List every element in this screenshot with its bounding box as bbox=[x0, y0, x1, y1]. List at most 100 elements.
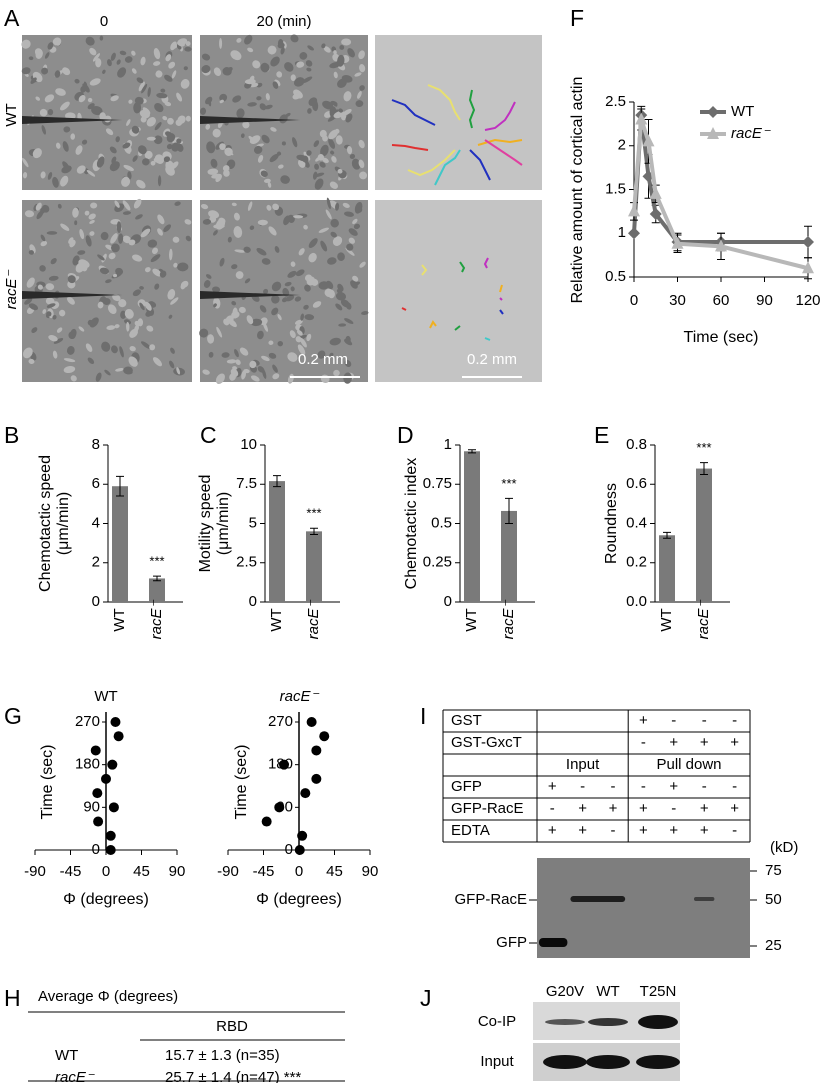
error-bar bbox=[505, 497, 513, 524]
cell bbox=[267, 45, 277, 55]
cell bbox=[48, 275, 59, 281]
cell bbox=[322, 157, 329, 164]
cell bbox=[272, 81, 279, 89]
cell bbox=[342, 202, 350, 208]
cell bbox=[263, 288, 269, 295]
y-axis-label: Time (sec) bbox=[233, 745, 250, 820]
annotation: *** bbox=[501, 476, 516, 491]
time-label: 20 (min) bbox=[256, 13, 311, 30]
cell bbox=[359, 261, 366, 268]
row-label: WT bbox=[3, 103, 20, 126]
cell bbox=[257, 330, 264, 340]
cell bbox=[47, 172, 53, 180]
cell bbox=[169, 248, 173, 261]
cell bbox=[207, 168, 219, 175]
cell bbox=[290, 261, 296, 267]
cell bbox=[292, 93, 301, 100]
x-tick-label: 0 bbox=[295, 863, 303, 880]
cell-track bbox=[429, 320, 437, 329]
marker bbox=[649, 186, 662, 199]
cell bbox=[124, 147, 131, 154]
cell bbox=[303, 224, 308, 230]
cell: + bbox=[548, 778, 557, 795]
cell bbox=[250, 375, 260, 382]
cell bbox=[122, 200, 131, 211]
cell bbox=[261, 134, 270, 144]
bar bbox=[112, 486, 128, 602]
cell bbox=[147, 87, 151, 97]
cell bbox=[133, 102, 142, 114]
error-bar bbox=[153, 575, 161, 582]
table-header: RBD bbox=[216, 1018, 248, 1035]
cell bbox=[63, 358, 76, 363]
cell bbox=[54, 70, 61, 78]
cell bbox=[266, 204, 272, 211]
cell bbox=[290, 74, 296, 81]
cell bbox=[284, 112, 291, 118]
cell bbox=[70, 133, 76, 140]
cell bbox=[235, 271, 244, 279]
cell bbox=[152, 357, 162, 367]
cell bbox=[332, 236, 343, 246]
cell bbox=[184, 46, 192, 52]
cell bbox=[259, 103, 267, 111]
cell bbox=[165, 54, 172, 62]
cell bbox=[337, 168, 343, 174]
cell bbox=[141, 341, 151, 349]
cell bbox=[116, 59, 121, 65]
cell bbox=[28, 250, 34, 255]
cell bbox=[32, 148, 42, 159]
cell bbox=[128, 99, 133, 104]
cell bbox=[224, 148, 234, 156]
row-label: racE⁻ bbox=[55, 1069, 95, 1083]
cell bbox=[280, 175, 290, 184]
cell bbox=[114, 324, 120, 329]
panel-label: G bbox=[4, 703, 22, 729]
chart-title: WT bbox=[94, 688, 117, 705]
band bbox=[636, 1055, 680, 1069]
x-tick-label: 0 bbox=[102, 863, 110, 880]
cell bbox=[218, 217, 226, 224]
cell bbox=[119, 50, 127, 56]
row-label: WT bbox=[55, 1047, 78, 1064]
cell bbox=[124, 319, 132, 325]
cell bbox=[227, 236, 232, 243]
cell bbox=[147, 239, 158, 248]
cell bbox=[155, 70, 163, 78]
cell bbox=[180, 283, 186, 290]
cell bbox=[86, 169, 96, 177]
x-tick-label: WT bbox=[463, 608, 480, 631]
cell bbox=[287, 214, 295, 223]
y-tick-label: 1.5 bbox=[605, 180, 626, 197]
cell bbox=[203, 280, 211, 288]
cell bbox=[41, 125, 47, 135]
point bbox=[93, 816, 104, 827]
cell bbox=[229, 373, 236, 381]
cell bbox=[177, 262, 189, 272]
cell bbox=[76, 165, 86, 174]
cell bbox=[164, 101, 172, 107]
cell bbox=[85, 235, 92, 247]
y-tick-label: 8 bbox=[92, 436, 100, 453]
cell bbox=[60, 175, 69, 187]
cell-track bbox=[391, 144, 429, 151]
cell-track bbox=[499, 297, 503, 301]
cell bbox=[257, 366, 265, 373]
cell bbox=[79, 228, 85, 240]
cell bbox=[277, 314, 282, 321]
cell bbox=[168, 314, 173, 319]
cell bbox=[37, 284, 43, 290]
cell bbox=[63, 126, 71, 133]
cell bbox=[341, 38, 352, 46]
cell bbox=[78, 326, 85, 332]
cell bbox=[270, 56, 280, 67]
pipette bbox=[22, 116, 122, 124]
point bbox=[306, 717, 317, 727]
cell bbox=[357, 91, 362, 99]
cell bbox=[317, 154, 325, 161]
cell bbox=[348, 228, 358, 236]
cell bbox=[307, 108, 312, 114]
cell bbox=[345, 302, 352, 310]
cell bbox=[169, 360, 175, 369]
cell bbox=[213, 303, 217, 308]
